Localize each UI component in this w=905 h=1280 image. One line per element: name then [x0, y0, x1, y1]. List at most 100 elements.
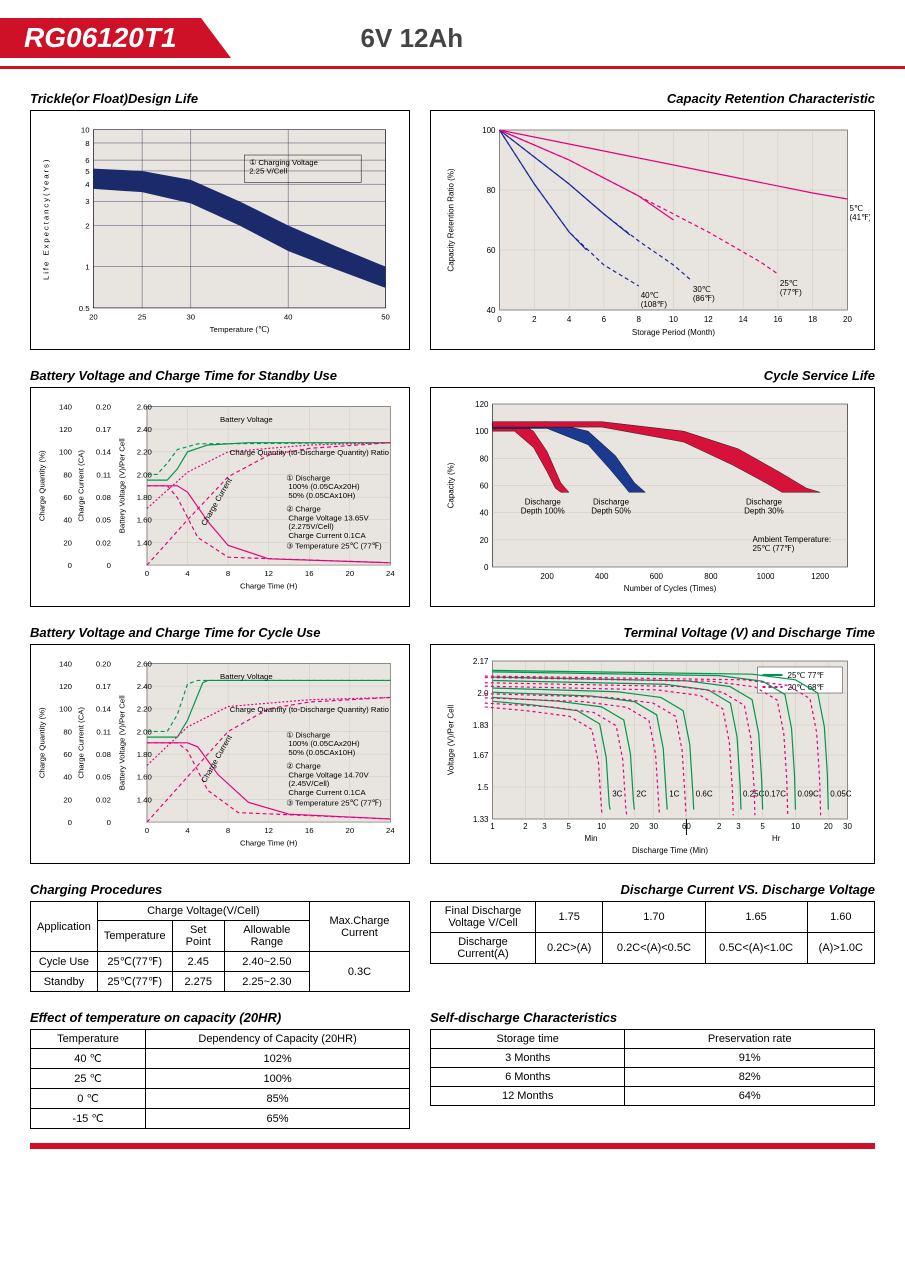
svg-text:1200: 1200	[811, 572, 829, 581]
svg-text:Charge Time (H): Charge Time (H)	[240, 839, 298, 848]
svg-text:100: 100	[475, 427, 489, 436]
svg-text:120: 120	[59, 682, 73, 691]
svg-text:80: 80	[487, 186, 496, 195]
svg-text:600: 600	[650, 572, 664, 581]
svg-text:0.05: 0.05	[96, 773, 111, 782]
svg-text:100: 100	[482, 126, 496, 135]
svg-text:80: 80	[63, 727, 72, 736]
svg-text:1.83: 1.83	[473, 721, 489, 730]
charging-proc-table: ApplicationCharge Voltage(V/Cell)Max.Cha…	[30, 901, 410, 992]
svg-text:30: 30	[843, 822, 852, 831]
svg-text:0.20: 0.20	[96, 659, 112, 668]
svg-text:0.14: 0.14	[96, 705, 112, 714]
svg-text:1.60: 1.60	[137, 773, 153, 782]
svg-text:50: 50	[381, 313, 390, 322]
svg-text:12: 12	[704, 315, 713, 324]
svg-text:20: 20	[89, 313, 98, 322]
svg-text:30: 30	[649, 822, 658, 831]
svg-text:60: 60	[63, 750, 72, 759]
svg-text:DischargeDepth 100%: DischargeDepth 100%	[521, 497, 565, 515]
svg-text:10: 10	[791, 822, 800, 831]
svg-text:Charge Quantity (to-Discharge: Charge Quantity (to-Discharge Quantity) …	[230, 705, 389, 714]
retention-title: Capacity Retention Characteristic	[430, 91, 875, 106]
svg-text:Charge Current (CA): Charge Current (CA)	[77, 707, 86, 779]
svg-text:0.05C: 0.05C	[830, 789, 852, 798]
svg-text:0: 0	[68, 561, 73, 570]
svg-text:2: 2	[523, 822, 528, 831]
svg-text:20: 20	[346, 569, 355, 578]
svg-text:120: 120	[475, 400, 489, 409]
svg-text:1000: 1000	[757, 572, 775, 581]
svg-text:0.09C: 0.09C	[797, 789, 819, 798]
svg-text:Capacity Retention Ratio (%): Capacity Retention Ratio (%)	[447, 168, 456, 271]
svg-text:16: 16	[305, 569, 314, 578]
svg-text:1.67: 1.67	[473, 751, 489, 760]
svg-text:16: 16	[773, 315, 782, 324]
svg-text:8: 8	[226, 826, 230, 835]
header-underline	[0, 66, 905, 69]
svg-text:0.5: 0.5	[79, 304, 90, 313]
terminal-title: Terminal Voltage (V) and Discharge Time	[430, 625, 875, 640]
svg-text:20: 20	[346, 826, 355, 835]
svg-text:0.20: 0.20	[96, 402, 112, 411]
svg-text:0.11: 0.11	[96, 470, 111, 479]
svg-text:Life Expectancy(Years): Life Expectancy(Years)	[42, 158, 51, 280]
svg-text:Voltage (V)/Per Cell: Voltage (V)/Per Cell	[447, 705, 456, 775]
svg-text:Charge Quantity (%): Charge Quantity (%)	[38, 707, 47, 778]
svg-text:Temperature (℃): Temperature (℃)	[210, 325, 270, 334]
svg-text:20: 20	[843, 315, 852, 324]
cycle-life-chart: 02040608010012020040060080010001200Disch…	[430, 387, 875, 607]
standby-chart: 04812162024020406080100120140Charge Quan…	[30, 387, 410, 607]
svg-text:Min: Min	[585, 834, 598, 843]
svg-text:40: 40	[63, 773, 72, 782]
svg-text:0: 0	[497, 315, 502, 324]
svg-text:6: 6	[85, 156, 89, 165]
svg-text:Battery Voltage: Battery Voltage	[220, 672, 273, 681]
svg-text:25℃ 77℉: 25℃ 77℉	[788, 671, 825, 680]
svg-text:DischargeDepth 30%: DischargeDepth 30%	[744, 497, 784, 515]
svg-text:0: 0	[107, 818, 112, 827]
svg-text:200: 200	[540, 572, 554, 581]
svg-text:1.80: 1.80	[137, 493, 153, 502]
header: RG06120T1 6V 12Ah	[0, 18, 905, 58]
svg-text:0.17C: 0.17C	[765, 789, 787, 798]
svg-text:100: 100	[59, 448, 73, 457]
svg-text:0.05: 0.05	[96, 516, 111, 525]
svg-text:0.08: 0.08	[96, 750, 111, 759]
cycle-life-title: Cycle Service Life	[430, 368, 875, 383]
svg-text:3: 3	[542, 822, 547, 831]
svg-text:8: 8	[636, 315, 641, 324]
svg-text:0.17: 0.17	[96, 425, 111, 434]
svg-text:0.08: 0.08	[96, 493, 111, 502]
svg-text:20: 20	[63, 538, 72, 547]
svg-text:12: 12	[264, 569, 273, 578]
svg-text:18: 18	[808, 315, 817, 324]
svg-text:Battery Voltage (V)/Per Cell: Battery Voltage (V)/Per Cell	[118, 438, 127, 533]
svg-text:8: 8	[226, 569, 230, 578]
svg-text:2: 2	[717, 822, 722, 831]
svg-text:DischargeDepth 50%: DischargeDepth 50%	[591, 497, 631, 515]
svg-text:5: 5	[566, 822, 571, 831]
svg-text:Charge Time (H): Charge Time (H)	[240, 582, 298, 591]
svg-text:120: 120	[59, 425, 73, 434]
svg-text:0: 0	[145, 826, 150, 835]
svg-text:4: 4	[85, 180, 90, 189]
header-spec: 6V 12Ah	[361, 23, 464, 54]
svg-text:20: 20	[824, 822, 833, 831]
svg-text:5: 5	[85, 167, 89, 176]
svg-text:80: 80	[63, 470, 72, 479]
cycle-use-chart: 04812162024020406080100120140Charge Quan…	[30, 644, 410, 864]
svg-text:30: 30	[186, 313, 195, 322]
svg-text:Charge Current (CA): Charge Current (CA)	[77, 450, 86, 522]
svg-text:140: 140	[59, 402, 73, 411]
svg-text:140: 140	[59, 659, 73, 668]
svg-text:Number of Cycles (Times): Number of Cycles (Times)	[624, 584, 717, 593]
model-badge: RG06120T1	[0, 18, 201, 58]
svg-text:20℃ 68℉: 20℃ 68℉	[788, 683, 825, 692]
svg-text:4: 4	[185, 569, 190, 578]
self-discharge-table: Storage timePreservation rate3 Months91%…	[430, 1029, 875, 1106]
svg-text:24: 24	[386, 826, 395, 835]
svg-text:③ Temperature 25℃ (77℉): ③ Temperature 25℃ (77℉)	[286, 542, 382, 551]
discharge-vs-title: Discharge Current VS. Discharge Voltage	[430, 882, 875, 897]
svg-text:5℃(41℉): 5℃(41℉)	[850, 204, 871, 222]
